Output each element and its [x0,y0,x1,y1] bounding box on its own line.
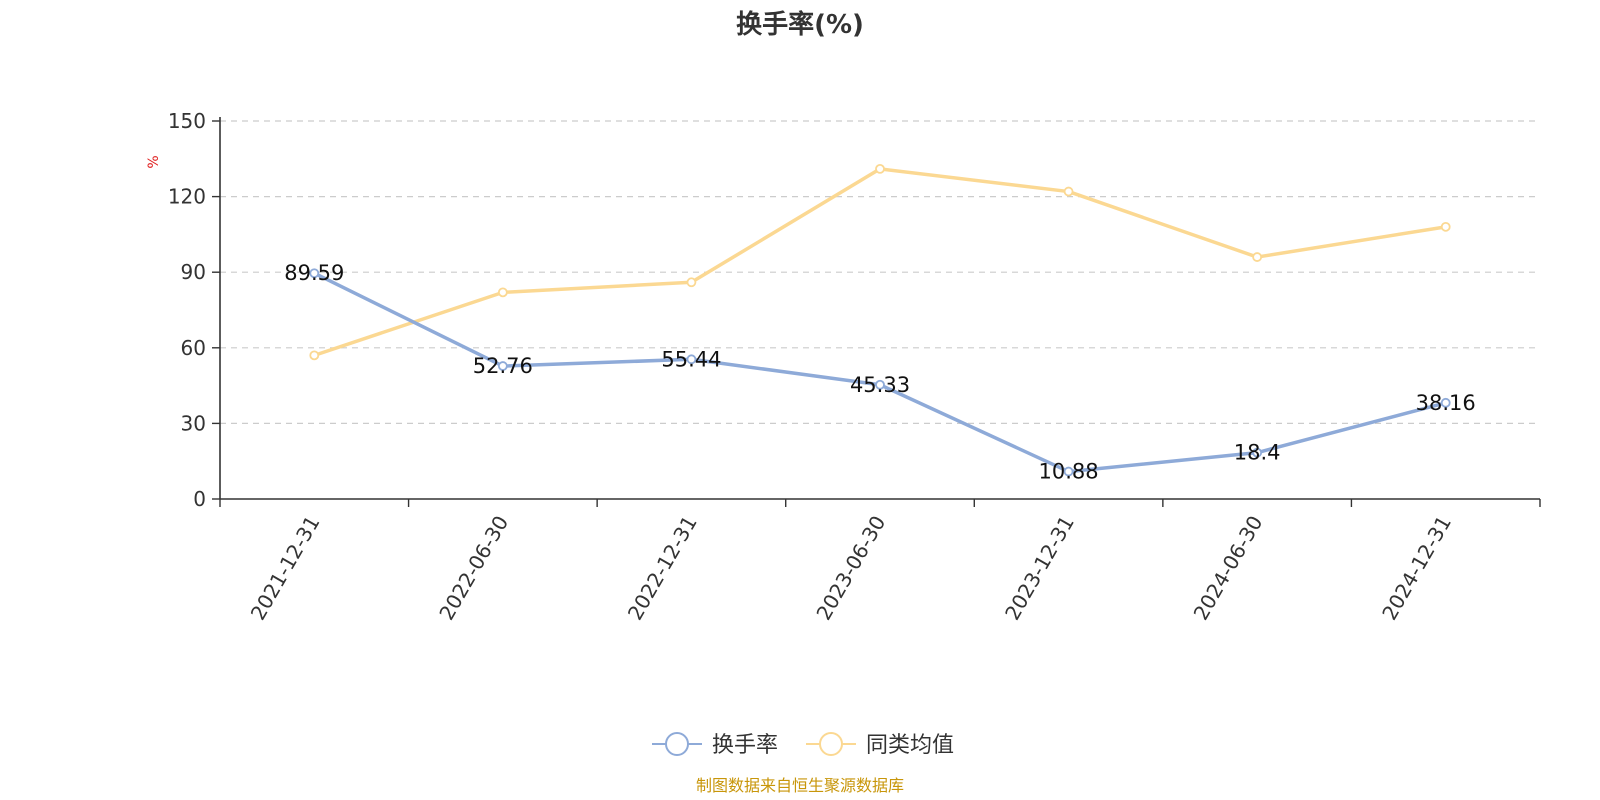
y-tick-label-90: 90 [181,260,206,284]
y-axis-unit-label: % [146,155,162,168]
series-1-point-5 [1252,252,1263,262]
series-0-point-6 [1440,397,1451,408]
x-tick-label-2022-06-30: 2022-06-30 [434,512,513,625]
legend-marker-0 [665,732,689,756]
x-tick-label-2024-06-30: 2024-06-30 [1189,512,1268,625]
data-label-2: 55.44 [661,347,721,371]
data-label-1: 52.76 [473,354,533,378]
series-0-point-5 [1252,447,1263,458]
series-0-point-0 [309,268,320,279]
data-label-5: 18.4 [1234,441,1281,465]
x-tick-label-2023-06-30: 2023-06-30 [811,512,890,625]
data-label-0: 89.59 [284,261,344,285]
gridlines [220,120,1540,424]
legend-label-1: 同类均值 [866,733,954,758]
x-tick-label-2022-12-31: 2022-12-31 [623,512,702,625]
y-tick-label-150: 150 [168,109,206,133]
chart-title: 换手率(%) [736,9,864,40]
data-source-note: 制图数据来自恒生聚源数据库 [696,776,904,795]
series-1-point-0 [309,350,320,361]
x-tick-label-2021-12-31: 2021-12-31 [246,512,325,625]
y-tick-label-60: 60 [181,336,206,360]
series-1-point-3 [875,163,885,174]
data-label-3: 45.33 [850,373,910,397]
legend-label-0: 换手率 [712,733,778,758]
series-1-point-4 [1063,186,1074,197]
series-0-point-3 [875,379,885,390]
data-label-4: 10.88 [1039,460,1099,484]
legend: 换手率 同类均值 [652,732,954,758]
series-0-point-4 [1063,466,1074,477]
series-1-point-2 [686,277,697,288]
y-tick-label-120: 120 [168,185,206,209]
series-1-point-1 [497,287,508,298]
data-labels: 89.59 52.76 55.44 45.33 10.88 18.4 38.16 [284,261,1476,483]
series-0-point-1 [497,361,508,371]
legend-marker-1 [819,732,843,756]
series-lines [309,163,1451,477]
y-tick-label-0: 0 [193,487,206,511]
data-label-6: 38.16 [1416,391,1476,415]
y-tick-label-30: 30 [181,411,206,435]
series-0-point-2 [686,354,697,365]
x-tick-label-2023-12-31: 2023-12-31 [1000,512,1079,625]
x-tick-label-2024-12-31: 2024-12-31 [1377,512,1456,625]
series-1-point-6 [1440,221,1451,232]
